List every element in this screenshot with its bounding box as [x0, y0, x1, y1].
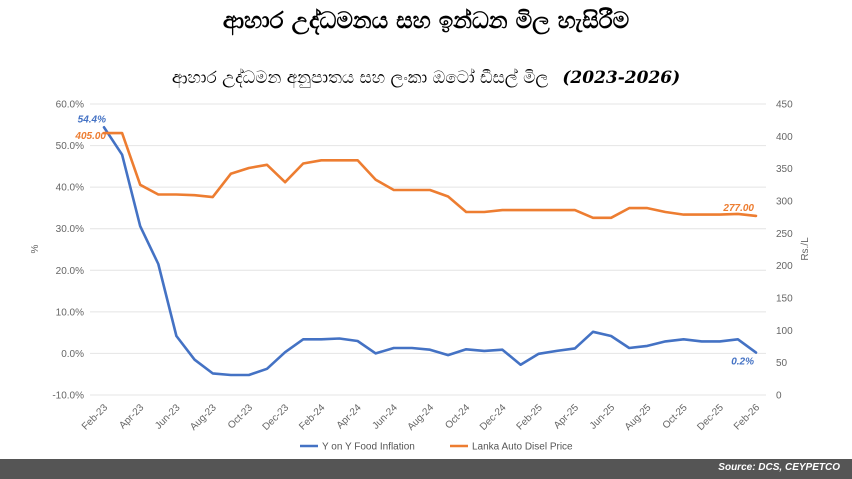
data-label: 0.2%	[731, 357, 754, 368]
legend-label: Y on Y Food Inflation	[322, 442, 415, 453]
legend-label: Lanka Auto Disel Price	[472, 442, 573, 453]
right-axis-title: Rs./L	[800, 237, 811, 261]
data-labels: 54.4% 405.00 0.2% 277.00	[74, 114, 754, 367]
x-axis-tick-label: Aug-24	[406, 402, 437, 433]
left-axis-tick-label: 10.0%	[56, 307, 84, 318]
x-axis-tick-label: Feb-25	[515, 402, 545, 432]
dual-axis-line-chart: 60.0% 50.0% 40.0% 30.0% 20.0% 10.0% 0.0% -10.0%…	[30, 100, 811, 453]
legend: Y on Y Food Inflation Lanka Auto Disel Pr…	[300, 442, 573, 453]
chart-title-years: (2023-2026)	[562, 68, 681, 88]
left-axis-tick-label: 0.0%	[61, 349, 84, 360]
right-axis-tick-label: 400	[776, 132, 793, 143]
x-axis-tick-label: Jun-24	[370, 402, 400, 432]
x-axis-tick-label: Dec-24	[478, 402, 509, 433]
x-axis-tick-label: Apr-23	[117, 402, 146, 431]
x-axis-tick-label: Dec-25	[695, 402, 726, 433]
right-axis-tick-label: 150	[776, 294, 793, 305]
footer-bar: Source: DCS, CEYPETCO	[0, 459, 852, 479]
x-axis-tick-label: Jun-25	[588, 402, 618, 432]
series-line-lanka-auto-disel-price	[102, 131, 758, 220]
data-label: 405.00	[74, 131, 106, 142]
chart-title-text: ආහාර උද්ධමන අනුපාතය සහ ලංකා ඔටෝ ඩීසල් මි…	[171, 68, 549, 88]
right-axis-tick-label: 200	[776, 261, 793, 272]
gridlines	[90, 103, 766, 396]
x-axis-tick-label: Apr-25	[552, 402, 581, 431]
right-axis-ticks: 450 400 350 300 250 200 150 100 50 0	[776, 100, 793, 402]
right-axis-tick-label: 350	[776, 164, 793, 175]
left-axis-ticks: 60.0% 50.0% 40.0% 30.0% 20.0% 10.0% 0.0% -10.0%	[52, 100, 84, 402]
chart-title: ආහාර උද්ධමන අනුපාතය සහ ලංකා ඔටෝ ඩීසල් මි…	[0, 68, 852, 88]
x-axis-tick-label: Aug-23	[188, 402, 219, 433]
left-axis-tick-label: 40.0%	[56, 183, 84, 194]
x-axis-ticks: Feb-23 Apr-23 Jun-23 Aug-23 Oct-23 Dec-23 Feb-…	[80, 402, 762, 433]
source-note: Source: DCS, CEYPETCO	[718, 462, 840, 473]
left-axis-title: %	[30, 244, 41, 253]
right-axis-tick-label: 300	[776, 197, 793, 208]
right-axis-tick-label: 100	[776, 326, 793, 337]
x-axis-tick-label: Oct-25	[661, 402, 690, 431]
series-line-y-on-y-food-inflation	[102, 126, 758, 377]
x-axis-tick-label: Jun-23	[153, 402, 183, 432]
series-lines	[102, 126, 758, 377]
x-axis-tick-label: Feb-24	[297, 402, 327, 432]
right-axis-tick-label: 0	[776, 391, 782, 402]
left-axis-tick-label: 60.0%	[56, 100, 84, 111]
right-axis-tick-label: 250	[776, 229, 793, 240]
right-axis-tick-label: 50	[776, 358, 788, 369]
x-axis-tick-label: Feb-26	[732, 402, 762, 432]
left-axis-tick-label: -10.0%	[52, 391, 84, 402]
page-title: ආහාර උද්ධමනය සහ ඉන්ධන මිල හැසිරීම	[222, 8, 630, 34]
x-axis-tick-label: Apr-24	[335, 402, 364, 431]
data-label: 277.00	[722, 203, 754, 214]
x-axis-tick-label: Dec-23	[261, 402, 292, 433]
right-axis-tick-label: 450	[776, 100, 793, 111]
x-axis-tick-label: Feb-23	[80, 402, 110, 432]
data-label: 54.4%	[78, 114, 106, 125]
x-axis-tick-label: Oct-24	[443, 402, 472, 431]
left-axis-tick-label: 50.0%	[56, 141, 84, 152]
x-axis-tick-label: Aug-25	[623, 402, 654, 433]
x-axis-tick-label: Oct-23	[226, 402, 255, 431]
left-axis-tick-label: 20.0%	[56, 266, 84, 277]
left-axis-tick-label: 30.0%	[56, 224, 84, 235]
